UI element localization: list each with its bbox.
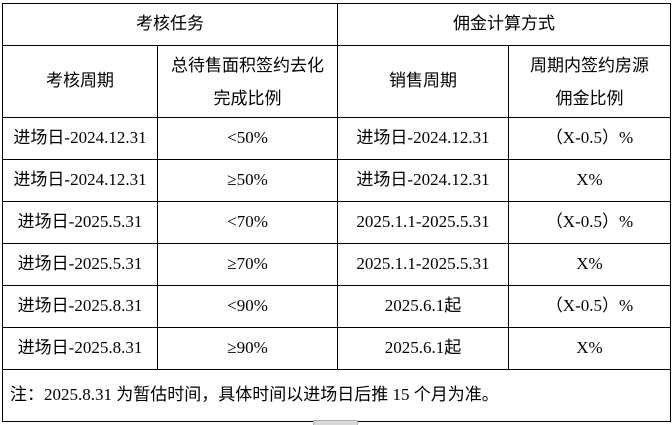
header-completion-ratio: 总待售面积签约去化 完成比例 — [157, 45, 338, 118]
table-row: 进场日-2024.12.31 ≥50% 进场日-2024.12.31 X% — [2, 159, 671, 202]
cell-sales-period: 进场日-2024.12.31 — [337, 117, 509, 160]
header-completion-ratio-line1: 总待售面积签约去化 — [171, 55, 324, 75]
table-footnote: 注：2025.8.31 为暂估时间，具体时间以进场日后推 15 个月为准。 — [2, 369, 671, 422]
cell-commission: （X-0.5）% — [508, 285, 671, 328]
cell-commission: （X-0.5）% — [508, 201, 671, 244]
header-commission-method: 佣金计算方式 — [337, 3, 671, 46]
cell-commission: X% — [508, 327, 671, 370]
header-completion-ratio-line2: 完成比例 — [213, 88, 282, 108]
cell-sales-period: 2025.1.1-2025.5.31 — [337, 243, 509, 286]
table-row: 进场日-2024.12.31 <50% 进场日-2024.12.31 （X-0.… — [2, 117, 671, 160]
table-row: 进场日-2025.5.31 ≥70% 2025.1.1-2025.5.31 X% — [2, 243, 671, 286]
cell-completion-ratio: <50% — [157, 117, 338, 160]
cell-assessment-period: 进场日-2025.5.31 — [2, 243, 158, 286]
cell-commission: X% — [508, 243, 671, 286]
table-row: 进场日-2025.5.31 <70% 2025.1.1-2025.5.31 （X… — [2, 201, 671, 244]
table-row: 进场日-2025.8.31 ≥90% 2025.6.1起 X% — [2, 327, 671, 370]
cell-completion-ratio: <70% — [157, 201, 338, 244]
header-assessment-task: 考核任务 — [2, 3, 338, 46]
cell-assessment-period: 进场日-2024.12.31 — [2, 159, 158, 202]
table-group-header-row: 考核任务 佣金计算方式 — [2, 3, 671, 46]
header-sales-period: 销售周期 — [337, 45, 509, 118]
cell-sales-period: 2025.1.1-2025.5.31 — [337, 201, 509, 244]
header-commission-ratio: 周期内签约房源 佣金比例 — [508, 45, 671, 118]
cell-assessment-period: 进场日-2025.5.31 — [2, 201, 158, 244]
cell-completion-ratio: <90% — [157, 285, 338, 328]
header-commission-ratio-line2: 佣金比例 — [555, 88, 624, 108]
bottom-scroll-handle[interactable] — [313, 420, 358, 425]
table-column-header-row: 考核周期 总待售面积签约去化 完成比例 销售周期 周期内签约房源 佣金比例 — [2, 45, 671, 118]
cell-assessment-period: 进场日-2025.8.31 — [2, 285, 158, 328]
cell-completion-ratio: ≥70% — [157, 243, 338, 286]
cell-commission: （X-0.5）% — [508, 117, 671, 160]
cell-commission: X% — [508, 159, 671, 202]
cell-sales-period: 2025.6.1起 — [337, 327, 509, 370]
table-note-row: 注：2025.8.31 为暂估时间，具体时间以进场日后推 15 个月为准。 — [2, 369, 671, 422]
table-row: 进场日-2025.8.31 <90% 2025.6.1起 （X-0.5）% — [2, 285, 671, 328]
commission-assessment-table: 考核任务 佣金计算方式 考核周期 总待售面积签约去化 完成比例 销售周期 周期内… — [2, 3, 671, 422]
cell-completion-ratio: ≥90% — [157, 327, 338, 370]
header-commission-ratio-line1: 周期内签约房源 — [530, 55, 649, 75]
cell-assessment-period: 进场日-2024.12.31 — [2, 117, 158, 160]
cell-sales-period: 进场日-2024.12.31 — [337, 159, 509, 202]
cell-sales-period: 2025.6.1起 — [337, 285, 509, 328]
header-assessment-period: 考核周期 — [2, 45, 158, 118]
cell-completion-ratio: ≥50% — [157, 159, 338, 202]
cell-assessment-period: 进场日-2025.8.31 — [2, 327, 158, 370]
